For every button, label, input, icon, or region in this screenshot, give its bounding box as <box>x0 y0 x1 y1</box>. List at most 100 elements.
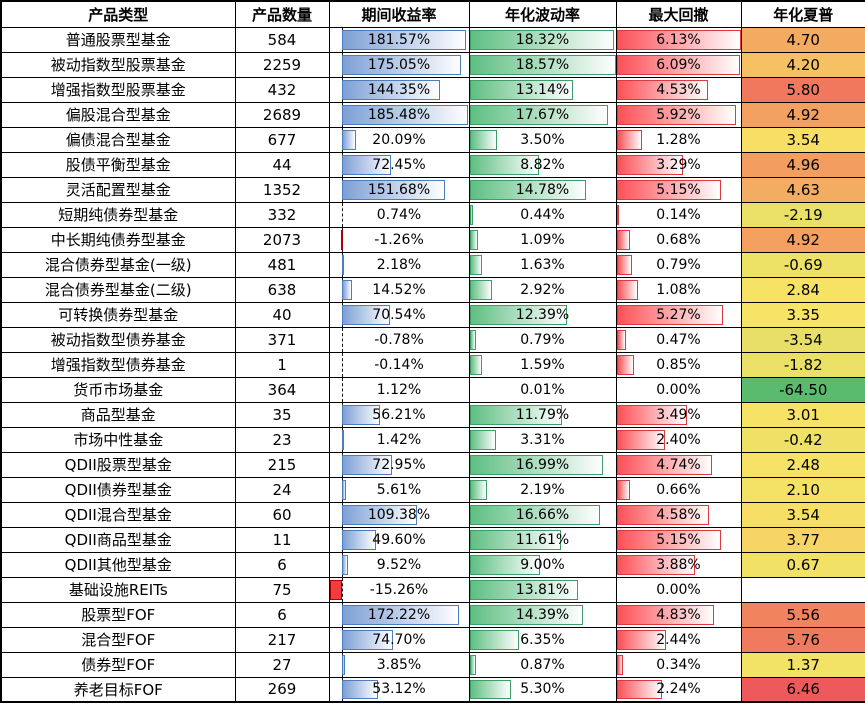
product-count-cell[interactable]: 2259 <box>234 51 330 78</box>
sharpe-cell[interactable]: 4.92 <box>740 226 865 253</box>
product-count-cell[interactable]: 638 <box>234 276 330 303</box>
product-count-cell[interactable]: 217 <box>234 626 330 653</box>
period-return-cell[interactable]: 56.21% <box>328 401 470 428</box>
drawdown-cell[interactable]: 5.27% <box>615 301 742 328</box>
product-type-cell[interactable]: 普通股票型基金 <box>0 26 236 53</box>
drawdown-cell[interactable]: 6.13% <box>615 26 742 53</box>
sharpe-cell[interactable]: -3.54 <box>740 326 865 353</box>
volatility-cell[interactable]: 16.66% <box>468 501 617 528</box>
volatility-cell[interactable]: 14.39% <box>468 601 617 628</box>
product-count-cell[interactable]: 2689 <box>234 101 330 128</box>
period-return-cell[interactable]: 144.35% <box>328 76 470 103</box>
drawdown-cell[interactable]: 5.15% <box>615 176 742 203</box>
period-return-cell[interactable]: 2.18% <box>328 251 470 278</box>
volatility-cell[interactable]: 0.01% <box>468 376 617 403</box>
sharpe-cell[interactable]: 3.54 <box>740 501 865 528</box>
volatility-cell[interactable]: 5.30% <box>468 676 617 703</box>
period-return-cell[interactable]: 185.48% <box>328 101 470 128</box>
sharpe-cell[interactable]: 5.80 <box>740 76 865 103</box>
volatility-cell[interactable]: 18.57% <box>468 51 617 78</box>
sharpe-cell[interactable]: 5.76 <box>740 626 865 653</box>
volatility-cell[interactable]: 8.82% <box>468 151 617 178</box>
product-count-cell[interactable]: 44 <box>234 151 330 178</box>
volatility-cell[interactable]: 11.61% <box>468 526 617 553</box>
product-type-cell[interactable]: 市场中性基金 <box>0 426 236 453</box>
period-return-cell[interactable]: 49.60% <box>328 526 470 553</box>
period-return-cell[interactable]: 5.61% <box>328 476 470 503</box>
product-count-cell[interactable]: 677 <box>234 126 330 153</box>
period-return-cell[interactable]: 20.09% <box>328 126 470 153</box>
product-type-cell[interactable]: 混合债券型基金(二级) <box>0 276 236 303</box>
col-header-annualized-sharpe[interactable]: 年化夏普 <box>740 0 865 28</box>
sharpe-cell[interactable]: 2.84 <box>740 276 865 303</box>
drawdown-cell[interactable]: 1.28% <box>615 126 742 153</box>
drawdown-cell[interactable]: 0.68% <box>615 226 742 253</box>
volatility-cell[interactable]: 12.39% <box>468 301 617 328</box>
col-header-max-drawdown[interactable]: 最大回撤 <box>615 0 742 28</box>
drawdown-cell[interactable]: 4.74% <box>615 451 742 478</box>
drawdown-cell[interactable]: 2.44% <box>615 626 742 653</box>
product-type-cell[interactable]: 基础设施REITs <box>0 576 236 603</box>
sharpe-cell[interactable]: -0.42 <box>740 426 865 453</box>
drawdown-cell[interactable]: 6.09% <box>615 51 742 78</box>
product-count-cell[interactable]: 364 <box>234 376 330 403</box>
product-type-cell[interactable]: 灵活配置型基金 <box>0 176 236 203</box>
period-return-cell[interactable]: 151.68% <box>328 176 470 203</box>
drawdown-cell[interactable]: 5.92% <box>615 101 742 128</box>
volatility-cell[interactable]: 14.78% <box>468 176 617 203</box>
period-return-cell[interactable]: 9.52% <box>328 551 470 578</box>
period-return-cell[interactable]: 0.74% <box>328 201 470 228</box>
product-count-cell[interactable]: 6 <box>234 551 330 578</box>
sharpe-cell[interactable]: 2.48 <box>740 451 865 478</box>
drawdown-cell[interactable]: 0.79% <box>615 251 742 278</box>
sharpe-cell[interactable]: 4.96 <box>740 151 865 178</box>
product-count-cell[interactable]: 215 <box>234 451 330 478</box>
drawdown-cell[interactable]: 5.15% <box>615 526 742 553</box>
drawdown-cell[interactable]: 4.53% <box>615 76 742 103</box>
sharpe-cell[interactable]: 1.37 <box>740 651 865 678</box>
drawdown-cell[interactable]: 0.85% <box>615 351 742 378</box>
volatility-cell[interactable]: 13.14% <box>468 76 617 103</box>
product-count-cell[interactable]: 60 <box>234 501 330 528</box>
product-count-cell[interactable]: 24 <box>234 476 330 503</box>
volatility-cell[interactable]: 16.99% <box>468 451 617 478</box>
volatility-cell[interactable]: 3.50% <box>468 126 617 153</box>
product-count-cell[interactable]: 2073 <box>234 226 330 253</box>
volatility-cell[interactable]: 0.44% <box>468 201 617 228</box>
product-count-cell[interactable]: 432 <box>234 76 330 103</box>
drawdown-cell[interactable]: 4.83% <box>615 601 742 628</box>
drawdown-cell[interactable]: 0.14% <box>615 201 742 228</box>
product-type-cell[interactable]: 增强指数型股票基金 <box>0 76 236 103</box>
product-type-cell[interactable]: 被动指数型债券基金 <box>0 326 236 353</box>
drawdown-cell[interactable]: 1.08% <box>615 276 742 303</box>
drawdown-cell[interactable]: 3.49% <box>615 401 742 428</box>
product-type-cell[interactable]: 养老目标FOF <box>0 676 236 703</box>
period-return-cell[interactable]: 172.22% <box>328 601 470 628</box>
product-type-cell[interactable]: 混合债券型基金(一级) <box>0 251 236 278</box>
volatility-cell[interactable]: 13.81% <box>468 576 617 603</box>
period-return-cell[interactable]: 1.42% <box>328 426 470 453</box>
col-header-product-type[interactable]: 产品类型 <box>0 0 236 28</box>
product-type-cell[interactable]: 货币市场基金 <box>0 376 236 403</box>
product-type-cell[interactable]: 可转换债券型基金 <box>0 301 236 328</box>
product-type-cell[interactable]: 债券型FOF <box>0 651 236 678</box>
period-return-cell[interactable]: 72.95% <box>328 451 470 478</box>
product-type-cell[interactable]: 被动指数型股票基金 <box>0 51 236 78</box>
product-type-cell[interactable]: 股债平衡型基金 <box>0 151 236 178</box>
product-count-cell[interactable]: 481 <box>234 251 330 278</box>
product-type-cell[interactable]: 增强指数型债券基金 <box>0 351 236 378</box>
sharpe-cell[interactable]: 4.70 <box>740 26 865 53</box>
product-type-cell[interactable]: 偏债混合型基金 <box>0 126 236 153</box>
period-return-cell[interactable]: 14.52% <box>328 276 470 303</box>
product-type-cell[interactable]: 偏股混合型基金 <box>0 101 236 128</box>
product-type-cell[interactable]: QDII债券型基金 <box>0 476 236 503</box>
volatility-cell[interactable]: 18.32% <box>468 26 617 53</box>
sharpe-cell[interactable]: 4.63 <box>740 176 865 203</box>
period-return-cell[interactable]: 70.54% <box>328 301 470 328</box>
product-type-cell[interactable]: 混合型FOF <box>0 626 236 653</box>
product-count-cell[interactable]: 269 <box>234 676 330 703</box>
volatility-cell[interactable]: 1.09% <box>468 226 617 253</box>
sharpe-cell[interactable]: -1.82 <box>740 351 865 378</box>
product-type-cell[interactable]: 商品型基金 <box>0 401 236 428</box>
sharpe-cell[interactable]: 3.01 <box>740 401 865 428</box>
